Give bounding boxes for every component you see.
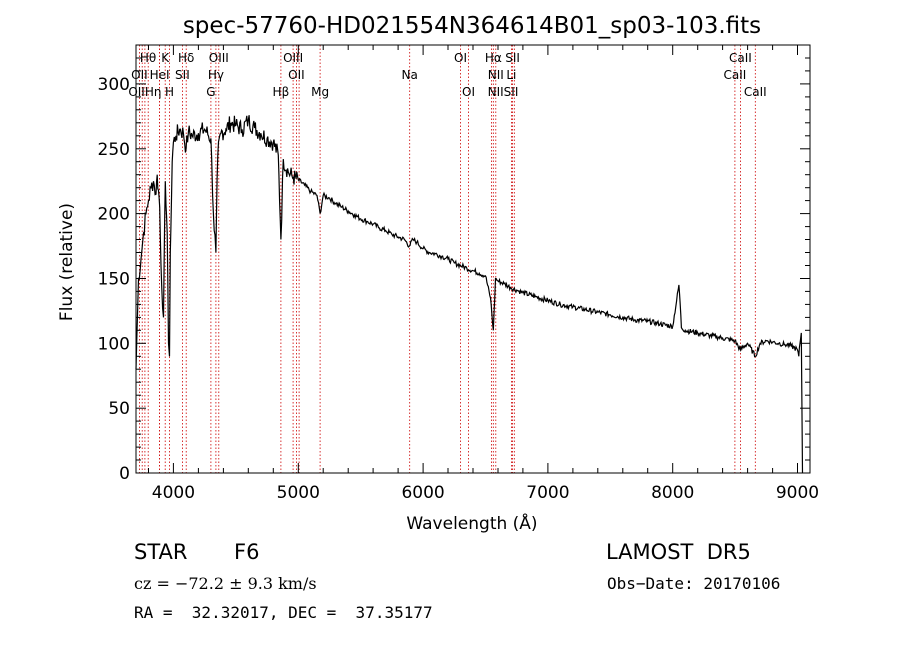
marker-label: Li: [506, 68, 516, 82]
y-tick-label: 150: [98, 270, 130, 290]
y-tick-label: 0: [119, 464, 130, 484]
x-tick-label: 8000: [651, 483, 694, 503]
marker-label: K: [161, 51, 170, 65]
redshift-velocity: cz = −72.2 ± 9.3 km/s: [134, 574, 317, 593]
marker-label: Hα: [485, 51, 502, 65]
spectrum-line: [135, 115, 804, 474]
y-tick-label: 50: [108, 399, 130, 419]
marker-label: Hδ: [178, 51, 194, 65]
marker-label: Hγ: [208, 68, 224, 82]
marker-label: OIIHη: [128, 85, 161, 99]
observation-date: Obs−Date: 20170106: [607, 574, 781, 593]
y-tick-label: 100: [98, 334, 130, 354]
chart-title: spec-57760-HD021554N364614B01_sp03-103.f…: [183, 13, 761, 39]
marker-label: OIII: [283, 51, 303, 65]
marker-label: NII: [488, 68, 504, 82]
marker-label: OII: [288, 68, 305, 82]
marker-label: OIII: [209, 51, 229, 65]
marker-label: CaII: [723, 68, 746, 82]
marker-label: NIISII: [488, 85, 519, 99]
marker-label: OII: [131, 68, 148, 82]
y-axis-label: Flux (relative): [57, 203, 77, 321]
marker-label: H: [165, 85, 174, 99]
marker-label: OI: [454, 51, 467, 65]
x-axis-label: Wavelength (Å): [406, 512, 537, 534]
subclass: F6: [234, 540, 260, 564]
y-tick-label: 200: [98, 205, 130, 225]
marker-label: SII: [505, 51, 520, 65]
marker-label: G: [206, 85, 215, 99]
marker-label: Mg: [311, 85, 329, 99]
x-tick-label: 4000: [152, 483, 195, 503]
x-tick-label: 6000: [401, 483, 444, 503]
spectral-line-markers: [138, 45, 756, 473]
x-tick-label: 5000: [277, 483, 320, 503]
x-tick-label: 9000: [776, 483, 819, 503]
marker-label: Hθ: [140, 51, 156, 65]
marker-label: CaII: [729, 51, 752, 65]
coordinates: RA = 32.32017, DEC = 37.35177: [134, 603, 433, 622]
y-tick-label: 300: [98, 75, 130, 95]
x-tick-label: 7000: [526, 483, 569, 503]
survey-release: LAMOST DR5: [606, 540, 751, 564]
y-tick-label: 250: [98, 140, 130, 160]
y-axis-ticks: 0 50 100 150 200 250 300: [98, 57, 810, 484]
object-class: STAR: [134, 540, 188, 564]
marker-label: SII: [175, 68, 190, 82]
marker-label: Na: [402, 68, 418, 82]
marker-label: CaII: [744, 85, 767, 99]
marker-label: OI: [462, 85, 475, 99]
marker-label: Hβ: [273, 85, 290, 99]
marker-label: HeI: [150, 68, 170, 82]
plot-frame: [135, 44, 811, 474]
x-axis-ticks: 4000 5000 6000 7000 8000 9000: [148, 45, 819, 503]
